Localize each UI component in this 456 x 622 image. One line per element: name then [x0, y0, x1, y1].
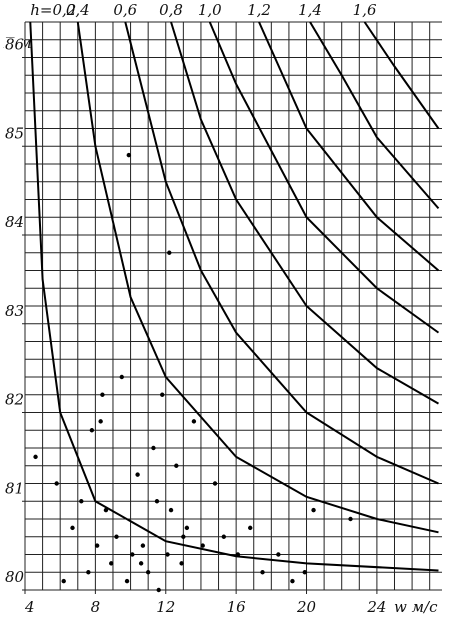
- y-tick-label: 83: [5, 302, 24, 320]
- curve-label: 1,6: [353, 1, 377, 19]
- data-point: [165, 552, 170, 557]
- data-point: [54, 481, 59, 486]
- data-point: [145, 570, 151, 575]
- curve: [258, 21, 440, 272]
- data-point: [138, 561, 144, 566]
- x-tick-label: 12: [156, 598, 175, 616]
- data-point: [135, 472, 140, 477]
- data-point: [89, 428, 95, 433]
- curve-label: 1,4: [298, 1, 322, 19]
- label-background: [4, 126, 24, 141]
- data-point: [168, 507, 174, 513]
- data-point: [167, 250, 172, 255]
- data-point: [174, 463, 179, 468]
- label-background: [4, 303, 24, 318]
- curve: [29, 21, 439, 572]
- data-point: [235, 552, 241, 557]
- x-axis-label: w м/с: [394, 598, 438, 616]
- data-point: [276, 552, 281, 557]
- curve-label: 1,2: [247, 1, 271, 19]
- x-tick-label: 24: [366, 598, 386, 616]
- data-point: [98, 419, 103, 424]
- curve-label: 0,4: [66, 1, 90, 19]
- data-point: [348, 516, 353, 522]
- data-point: [140, 543, 146, 548]
- label-background: [4, 570, 24, 584]
- curve: [76, 21, 439, 534]
- y-tick-label: 81: [5, 479, 24, 497]
- data-point: [212, 481, 218, 486]
- x-tick-label: 8: [91, 598, 101, 616]
- curve: [124, 21, 439, 485]
- curve: [363, 21, 440, 130]
- x-tick-label: 4: [24, 598, 35, 616]
- curve-label: 0,6: [113, 1, 137, 19]
- data-point: [179, 561, 184, 566]
- data-point: [33, 454, 38, 460]
- data-point: [154, 499, 160, 504]
- curve-label: h=0,2: [30, 1, 76, 19]
- data-point: [114, 534, 119, 539]
- curve-label: 0,8: [159, 1, 183, 19]
- y-tick-label: 82: [5, 391, 24, 409]
- x-tick-label: 16: [227, 598, 247, 616]
- curve: [208, 21, 440, 334]
- data-point: [124, 578, 130, 584]
- curve: [170, 21, 439, 405]
- data-point: [151, 445, 156, 451]
- label-background: [4, 215, 24, 229]
- curve-label: 1,0: [198, 1, 222, 19]
- y-tick-label: 85: [5, 124, 24, 142]
- data-point: [302, 570, 307, 575]
- label-background: [4, 37, 24, 52]
- data-point: [200, 543, 205, 548]
- curve: [309, 21, 440, 210]
- data-point: [181, 534, 186, 539]
- data-point: [290, 578, 295, 584]
- label-background: [4, 481, 24, 496]
- data-point: [103, 507, 109, 513]
- data-point: [61, 578, 66, 584]
- data-point: [160, 392, 165, 397]
- data-point: [119, 374, 124, 380]
- data-point: [70, 525, 75, 531]
- data-point: [221, 534, 227, 539]
- data-point: [260, 570, 265, 575]
- label-background: [4, 392, 24, 407]
- data-point: [130, 552, 135, 557]
- data-point: [109, 561, 114, 566]
- y-tick-label: 80: [5, 568, 25, 586]
- data-point: [184, 525, 190, 531]
- data-point: [94, 543, 100, 548]
- data-point: [79, 499, 84, 504]
- y-tick-label: 86: [5, 36, 25, 54]
- data-point: [311, 507, 316, 513]
- data-point: [86, 570, 91, 575]
- x-tick-label: 20: [296, 598, 317, 616]
- data-point: [248, 525, 253, 531]
- data-point: [100, 392, 105, 397]
- data-point: [156, 587, 161, 593]
- data-point: [191, 419, 197, 424]
- y-tick-label: 84: [5, 213, 24, 231]
- data-point: [126, 152, 132, 158]
